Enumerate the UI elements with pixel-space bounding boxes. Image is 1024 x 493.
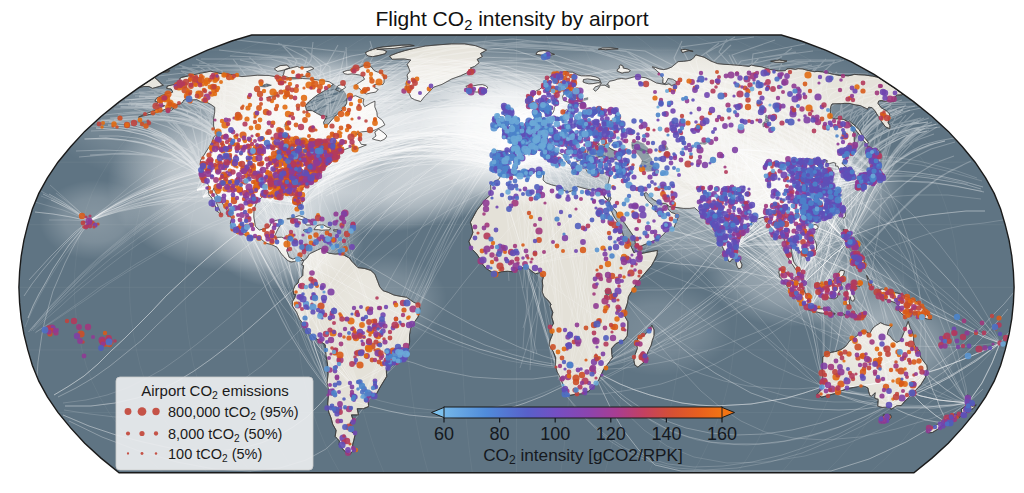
- svg-text:160: 160: [707, 424, 737, 444]
- svg-text:8,000 tCO2 (50%): 8,000 tCO2 (50%): [168, 426, 282, 444]
- svg-text:80: 80: [490, 424, 510, 444]
- svg-text:Flight CO2 intensity by airpor: Flight CO2 intensity by airport: [375, 7, 648, 33]
- svg-text:100 tCO2 (5%): 100 tCO2 (5%): [168, 446, 262, 464]
- svg-text:140: 140: [651, 424, 681, 444]
- svg-text:120: 120: [596, 424, 626, 444]
- svg-text:100: 100: [540, 424, 570, 444]
- svg-text:800,000 tCO2 (95%): 800,000 tCO2 (95%): [168, 404, 299, 422]
- svg-text:60: 60: [434, 424, 454, 444]
